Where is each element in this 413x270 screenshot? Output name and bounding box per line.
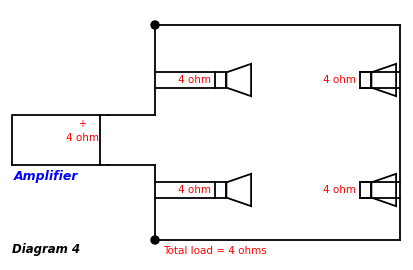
Text: +: +	[78, 119, 86, 129]
Text: 4 ohm: 4 ohm	[323, 75, 356, 85]
Text: Diagram 4: Diagram 4	[12, 243, 80, 256]
Text: 4 ohm: 4 ohm	[323, 185, 356, 195]
Text: 4 ohm: 4 ohm	[178, 185, 211, 195]
Text: 4 ohm: 4 ohm	[66, 133, 98, 143]
Circle shape	[151, 21, 159, 29]
Circle shape	[151, 236, 159, 244]
Text: 4 ohm: 4 ohm	[178, 75, 211, 85]
Text: Total load = 4 ohms: Total load = 4 ohms	[163, 246, 267, 256]
Text: Amplifier: Amplifier	[14, 170, 78, 183]
